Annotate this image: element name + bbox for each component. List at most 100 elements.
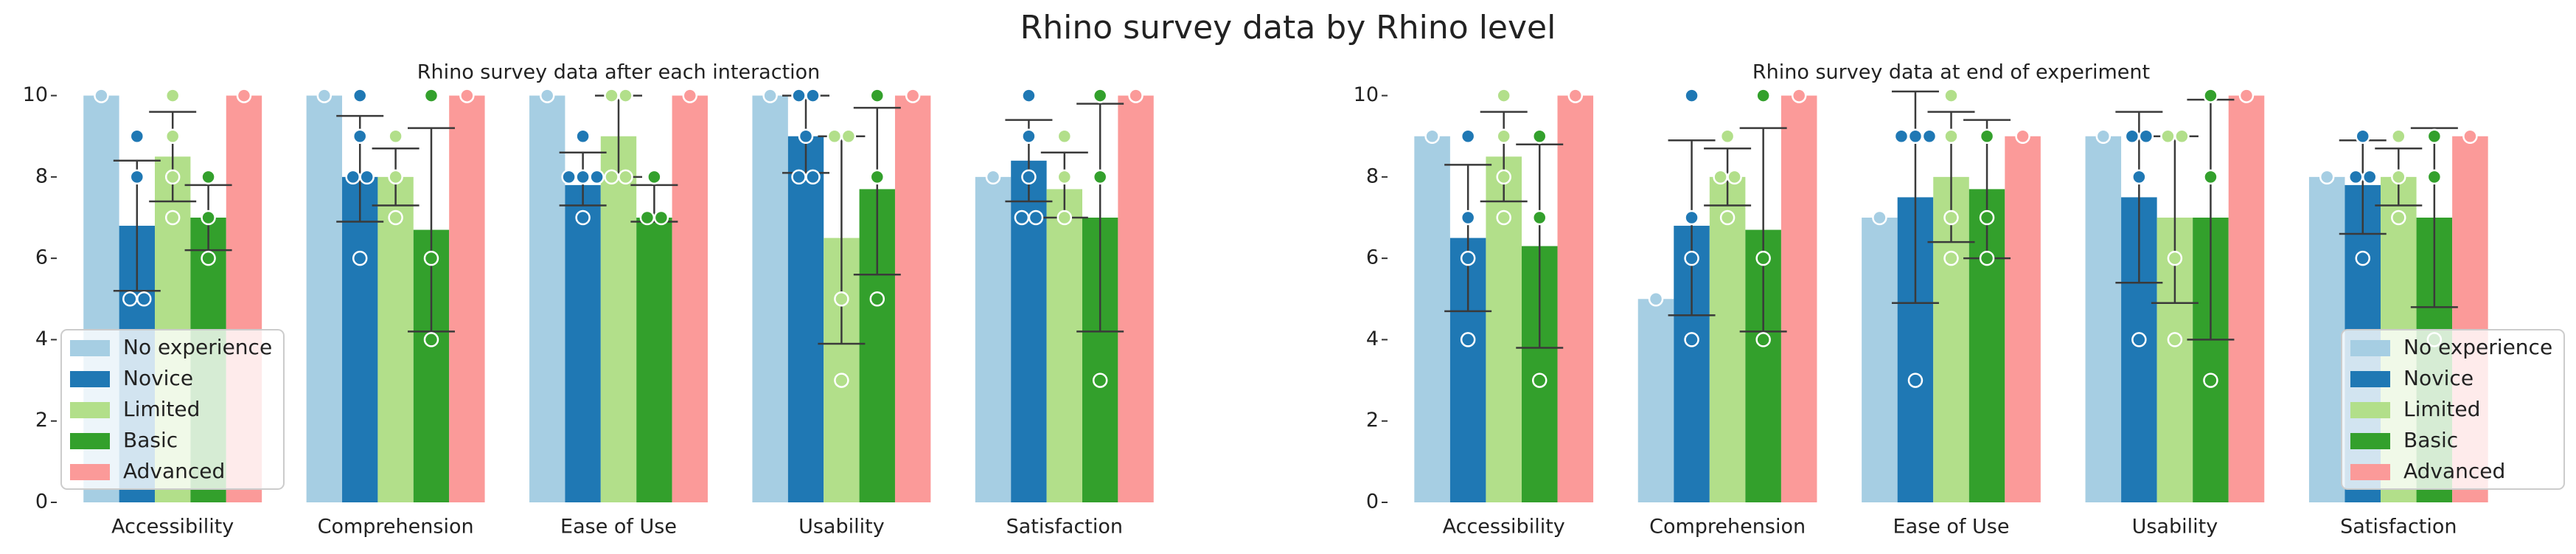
data-point <box>1727 169 1742 185</box>
data-point <box>423 88 439 103</box>
y-tick-label: 8 <box>1366 165 1379 187</box>
bar <box>529 95 565 503</box>
data-point <box>826 128 843 144</box>
data-point <box>1092 169 1108 185</box>
x-tick-label: Comprehension <box>1649 516 1806 539</box>
data-point <box>423 332 439 347</box>
x-tick-label: Satisfaction <box>2340 516 2457 539</box>
data-point <box>2138 128 2154 144</box>
y-tick-label: 10 <box>23 83 48 106</box>
data-point <box>1056 169 1073 185</box>
x-tick-label: Accessibility <box>1443 516 1565 539</box>
data-point <box>316 88 333 103</box>
data-point <box>1028 210 1044 226</box>
data-point <box>575 128 591 144</box>
x-tick-label: Comprehension <box>318 516 474 539</box>
data-point <box>604 88 619 103</box>
data-point <box>798 128 814 144</box>
data-point <box>2391 128 2406 144</box>
legend-box <box>60 329 285 490</box>
data-point <box>1567 88 1584 103</box>
x-tick-label: Usability <box>2132 516 2218 539</box>
data-point <box>129 128 145 144</box>
y-tick-label: 4 <box>35 328 48 350</box>
data-point <box>869 88 885 103</box>
data-point <box>682 88 698 103</box>
data-point <box>1460 332 1476 347</box>
data-point <box>1092 88 1108 103</box>
legend-label: Novice <box>123 366 193 390</box>
data-point <box>1648 291 1664 307</box>
points <box>94 88 1143 388</box>
data-point <box>359 169 375 185</box>
data-point <box>1755 250 1771 266</box>
legend-label: Advanced <box>2403 459 2505 483</box>
data-point <box>1719 128 1736 144</box>
bar <box>2308 176 2345 502</box>
data-point <box>1921 128 1938 144</box>
data-point <box>1496 169 1511 185</box>
bar <box>636 218 672 502</box>
data-point <box>1092 373 1108 388</box>
data-point <box>164 210 181 226</box>
data-point <box>618 88 633 103</box>
data-point <box>2095 128 2112 144</box>
data-point <box>1496 210 1511 226</box>
data-point <box>352 128 368 144</box>
bar <box>787 136 824 502</box>
data-point <box>1460 128 1476 144</box>
legend-label: Limited <box>2403 397 2480 421</box>
data-point <box>2203 169 2218 185</box>
data-point <box>388 210 403 226</box>
y-tick-label: 0 <box>1366 491 1379 513</box>
data-point <box>561 169 577 185</box>
data-point <box>1943 88 1959 103</box>
data-point <box>129 169 145 185</box>
legend-swatch <box>70 464 110 480</box>
bar <box>672 95 708 503</box>
bar <box>894 95 931 503</box>
bar <box>306 95 343 503</box>
bar <box>1862 218 1898 502</box>
data-point <box>2167 332 2183 347</box>
subplot-title: Rhino survey data after each interaction <box>417 61 821 84</box>
data-point <box>1713 169 1728 185</box>
data-point <box>1531 373 1548 388</box>
data-point <box>1021 169 1037 185</box>
y-tick-label: 4 <box>1366 328 1379 350</box>
legend: No experience Novice Limited Basic Advanced <box>60 329 285 490</box>
data-point <box>1979 210 1995 226</box>
data-point <box>2391 169 2406 185</box>
error-bar <box>1480 111 1528 203</box>
bar <box>1637 299 1674 502</box>
bar <box>377 176 414 502</box>
x-tick-label: Usability <box>798 516 885 539</box>
data-point <box>2355 128 2371 144</box>
data-point <box>791 88 807 103</box>
legend-swatch <box>2350 433 2390 449</box>
bar <box>600 136 637 502</box>
error-bar <box>1076 103 1124 333</box>
legend-swatch <box>2350 340 2390 356</box>
data-point <box>2348 169 2364 185</box>
data-point <box>136 291 152 307</box>
data-point <box>1684 88 1699 103</box>
legend-label: Basic <box>123 428 178 452</box>
data-point <box>1872 210 1887 226</box>
data-point <box>2015 128 2030 144</box>
data-point <box>2124 128 2140 144</box>
data-point <box>1719 210 1736 226</box>
error-bar <box>149 111 197 203</box>
bar <box>342 176 378 502</box>
data-point <box>1684 250 1699 266</box>
data-point <box>639 210 655 226</box>
data-point <box>539 88 555 103</box>
data-point <box>1893 128 1910 144</box>
subplot-title: Rhino survey data at end of experiment <box>1752 61 2150 84</box>
data-point <box>2391 210 2406 226</box>
data-point <box>1424 128 1440 144</box>
x-tick-label: Ease of Use <box>1893 516 2010 539</box>
x-tick-label: Accessibility <box>111 516 234 539</box>
bar <box>449 95 485 503</box>
